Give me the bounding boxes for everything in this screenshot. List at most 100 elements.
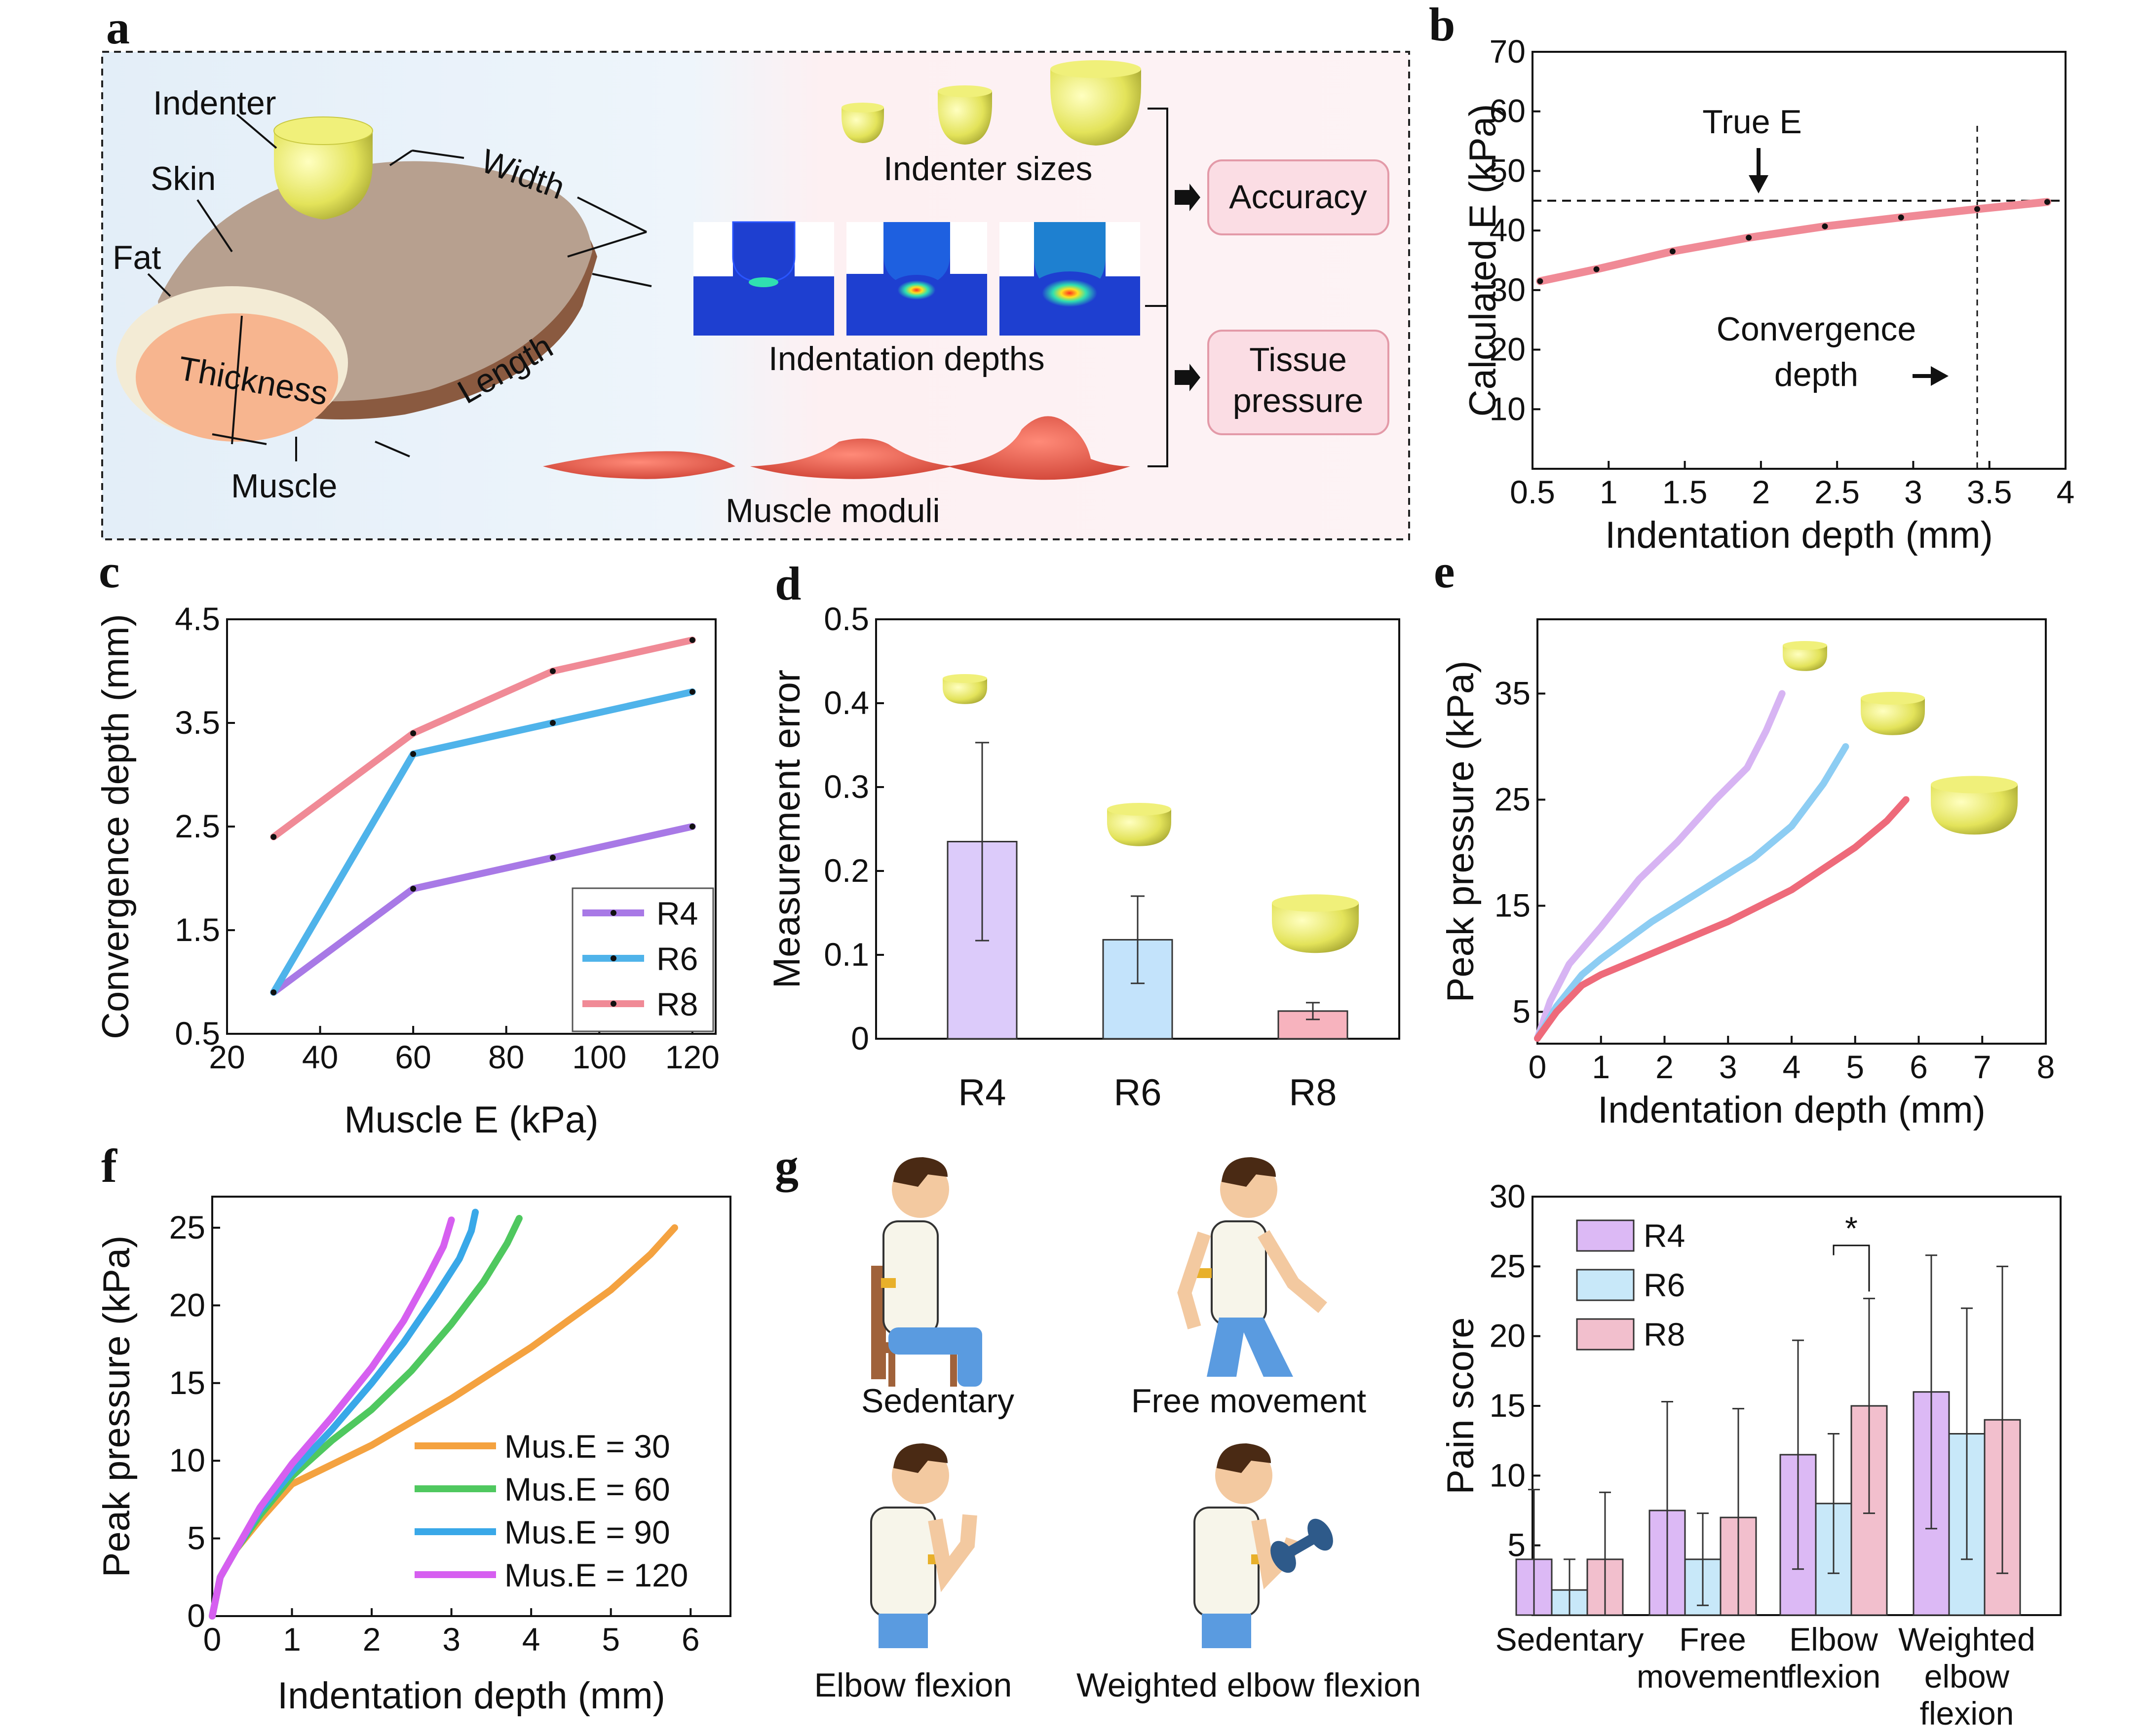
legend-label-r4: R4	[656, 895, 698, 932]
series-mus-e-1	[209, 1215, 523, 1620]
3-xtick-label: 6	[1910, 1049, 1928, 1085]
label-indenter: Indenter	[153, 84, 276, 122]
legend-label-f-1: Mus.E = 60	[504, 1471, 670, 1508]
panel-f: f 0 1 2 3 4 5 6 0 5 10 15 20 25 Mus.E = 30 Mus.E = 60 M…	[96, 1139, 731, 1717]
indenter-3d	[273, 116, 373, 220]
icon-r6-top	[1107, 803, 1171, 816]
1-ytick-label: 2.5	[175, 808, 220, 844]
0-xtick-label: 1	[1600, 474, 1618, 510]
arrow-accuracy	[1175, 184, 1200, 211]
scene-elbow-flexion	[870, 1443, 977, 1648]
calculated-e-point	[1593, 266, 1600, 272]
significance-bracket	[1833, 1245, 1870, 1292]
0-xtick-label: 2	[1752, 474, 1770, 510]
2-ytick-label: 0.3	[824, 768, 869, 805]
1-ytick-label: 1.5	[175, 911, 220, 948]
5-ytick-label: 15	[1490, 1387, 1526, 1424]
y-axis-title-e: Peak pressure (kPa)	[1440, 661, 1482, 1003]
point-r8	[550, 668, 556, 674]
panel-label-f: f	[101, 1139, 117, 1192]
y-axis-title-g: Pain score	[1440, 1317, 1482, 1494]
calculated-e-point	[1898, 214, 1904, 221]
x-axis-title-f: Indentation depth (mm)	[277, 1675, 665, 1717]
y-axis-title-c: Convergence depth (mm)	[95, 614, 137, 1039]
x-axis-title-b: Indentation depth (mm)	[1605, 514, 1993, 556]
legend-swatch-g-r6	[1576, 1269, 1635, 1301]
icon-e-r8-top	[1931, 776, 2018, 793]
chart-d: 0 0.1 0.2 0.3 0.4 0.5 R4 R6 R8 Measurement error	[766, 601, 1400, 1114]
indenter-size-icons	[842, 60, 1141, 146]
category-label-g: Free	[1679, 1621, 1746, 1658]
4-frame	[211, 1196, 731, 1617]
tissue-model	[116, 161, 597, 442]
y-axis-title-d: Measurement error	[766, 670, 808, 988]
chart-b: 0.5 1 1.5 2 2.5 3 3.5 4 10 20 30 40 50 60 70 True E Conv…	[1462, 33, 2074, 556]
annot-true-e: True E	[1702, 103, 1802, 141]
point-r6	[270, 989, 277, 995]
legend-label-f-2: Mus.E = 90	[504, 1514, 670, 1550]
annot-convergence-1: Convergence	[1717, 310, 1916, 348]
2-ytick-label: 0.4	[824, 684, 869, 721]
annot-convergence-2: depth	[1774, 356, 1858, 393]
point-r8	[270, 834, 277, 840]
1-xtick-label: 20	[209, 1039, 245, 1075]
5-ytick-label: 10	[1490, 1457, 1526, 1493]
3-xtick-label: 7	[1973, 1049, 1992, 1085]
scene-sedentary	[871, 1157, 982, 1387]
point-r6	[550, 720, 556, 726]
1-xtick-label: 100	[572, 1039, 626, 1075]
legend-label-r8: R8	[656, 986, 698, 1022]
0-ytick-label: 50	[1490, 152, 1526, 189]
category-label-r8: R8	[1289, 1072, 1337, 1114]
icon-r8-body	[1272, 903, 1359, 953]
x-axis-title-c: Muscle E (kPa)	[344, 1099, 598, 1141]
legend-swatch-g-r4	[1576, 1219, 1635, 1252]
3-ytick-label: 5	[1512, 993, 1531, 1030]
scene-label-elbow-flexion: Elbow flexion	[814, 1666, 1012, 1704]
panel-label-a: a	[106, 1, 130, 54]
chart-c: 20 40 60 80 100 120 0.5 1.5 2.5 3.5 4.5 R4 R6 R8 Muscl…	[95, 601, 720, 1141]
flow-bracket	[1145, 108, 1168, 467]
1-xtick-label: 60	[395, 1039, 431, 1075]
legend-label-g-r4: R4	[1644, 1217, 1685, 1254]
point-r6	[410, 751, 417, 757]
legend-label-g-r8: R8	[1644, 1316, 1685, 1353]
label-tissue-2: pressure	[1233, 382, 1364, 419]
scene-label-sedentary: Sedentary	[861, 1382, 1014, 1420]
label-muscle-moduli: Muscle moduli	[726, 492, 940, 529]
category-label-g: Elbow	[1789, 1621, 1878, 1658]
0-ytick-label: 60	[1490, 93, 1526, 129]
3-xtick-label: 4	[1783, 1049, 1801, 1085]
legend-marker	[611, 1001, 616, 1007]
panel-label-d: d	[775, 557, 801, 610]
0-xtick-label: 4	[2057, 474, 2075, 510]
4-xtick-label: 5	[602, 1621, 620, 1658]
3-xtick-label: 8	[2037, 1049, 2055, 1085]
icon-r4-top	[943, 674, 987, 683]
convergence-arrow-head	[1931, 366, 1949, 386]
point-r6	[689, 689, 695, 695]
label-indenter-sizes: Indenter sizes	[883, 150, 1092, 188]
legend-swatch-g-r8	[1576, 1318, 1635, 1351]
5-ytick-label: 20	[1490, 1318, 1526, 1354]
category-label-g: flexion	[1920, 1695, 2014, 1732]
0-ytick-label: 20	[1490, 331, 1526, 368]
2-ytick-label: 0.1	[824, 936, 869, 973]
4-ytick-label: 25	[169, 1209, 205, 1245]
point-r4	[410, 886, 417, 892]
scene-label-weighted-elbow-flexion: Weighted elbow flexion	[1076, 1666, 1421, 1704]
legend-label-f-3: Mus.E = 120	[504, 1557, 688, 1593]
label-skin: Skin	[151, 160, 216, 197]
4-xtick-label: 2	[363, 1621, 381, 1658]
calculated-e-point	[1974, 206, 1981, 212]
icon-e-r4-body	[1783, 645, 1827, 671]
point-r8	[410, 730, 417, 736]
3-xtick-label: 1	[1592, 1049, 1610, 1085]
series-calculated-e	[1536, 198, 2051, 285]
3-ytick-label: 35	[1494, 675, 1531, 712]
category-label-g: flexion	[1787, 1658, 1881, 1695]
scene-weighted-elbow-flexion	[1193, 1443, 1333, 1648]
legend-marker	[611, 955, 616, 961]
3-xtick-label: 3	[1719, 1049, 1737, 1085]
